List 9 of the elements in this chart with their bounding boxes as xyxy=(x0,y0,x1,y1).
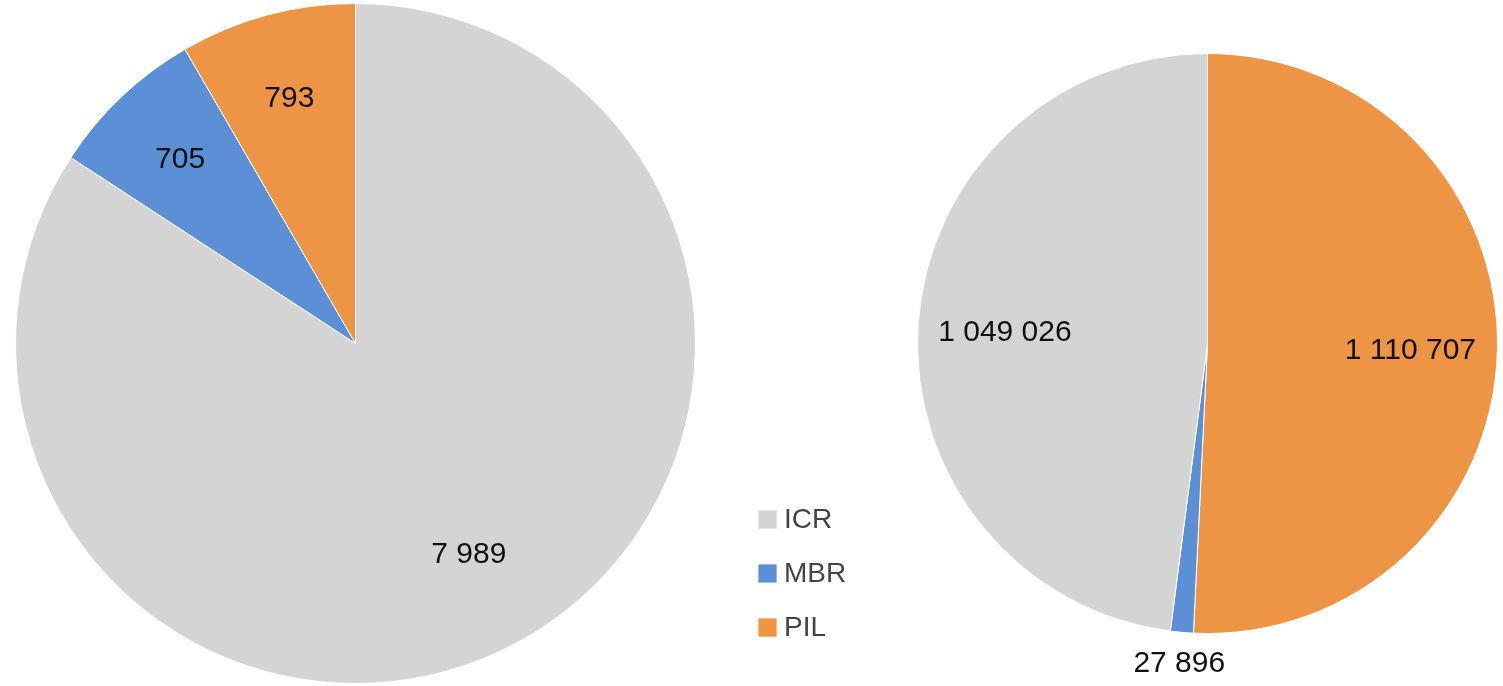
data-label: 1 049 026 xyxy=(938,313,1072,347)
legend-label: ICR xyxy=(784,503,833,535)
data-label: 27 896 xyxy=(1133,644,1226,678)
legend-label: PIL xyxy=(784,611,827,643)
data-label: 7 989 xyxy=(431,536,507,570)
data-label: 793 xyxy=(264,80,315,114)
data-label: 1 110 707 xyxy=(1344,331,1477,365)
data-label: 705 xyxy=(155,141,206,175)
legend-label: MBR xyxy=(784,557,847,589)
